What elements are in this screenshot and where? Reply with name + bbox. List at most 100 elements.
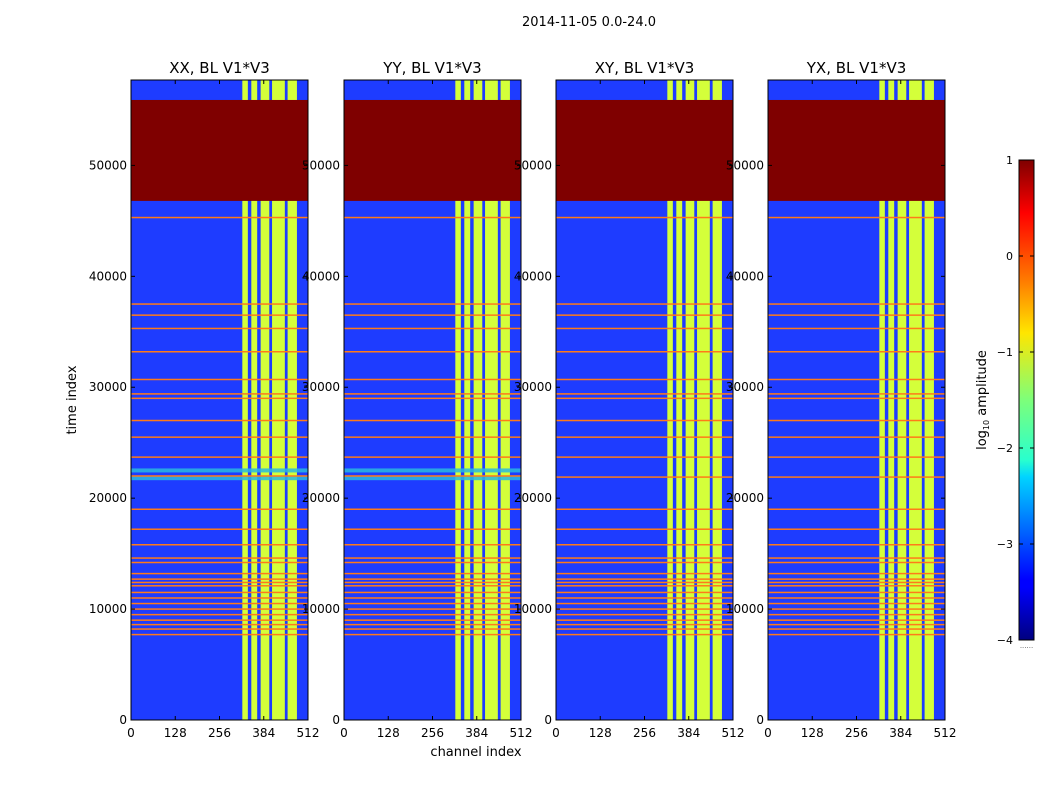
colorbar-gradient <box>1018 159 1035 641</box>
colorbar-tick-label: 1 <box>1006 154 1013 167</box>
channel-band-4 <box>909 80 922 720</box>
colorbar-tick-label: −2 <box>997 442 1013 455</box>
colorbar-tick-label: 0 <box>1006 250 1013 263</box>
flagged-block <box>131 99 308 201</box>
flag-line <box>131 397 308 400</box>
flag-line <box>131 561 308 564</box>
flag-line <box>768 393 945 395</box>
y-tick-label: 30000 <box>514 380 552 394</box>
flag-line <box>768 572 945 575</box>
flag-line <box>556 303 733 305</box>
flag-line <box>131 602 308 605</box>
flag-line <box>768 597 945 599</box>
y-tick-label: 0 <box>119 713 127 727</box>
panel-1: XX, BL V1*V3 0 128 256 384 512 0 10000 20000 3000… <box>89 59 320 740</box>
flag-line <box>556 591 733 594</box>
flag-line <box>556 216 733 219</box>
channel-band-4 <box>697 80 710 720</box>
channel-band-3 <box>897 80 907 720</box>
x-tick-label: 128 <box>164 726 187 740</box>
flag-line <box>768 397 945 400</box>
flag-line <box>768 619 945 621</box>
flag-line <box>556 623 733 626</box>
flag-line <box>768 608 945 610</box>
x-tick-label: 256 <box>845 726 868 740</box>
flag-line <box>344 436 521 438</box>
flag-line <box>768 591 945 594</box>
flag-line <box>768 557 945 559</box>
x-tick-label: 256 <box>208 726 231 740</box>
channel-band-1 <box>667 80 673 720</box>
flag-line <box>556 572 733 575</box>
y-tick-label: 40000 <box>726 269 764 283</box>
colorbar: 1 0 −1 −2 −3 −4 ...... log10 amplitude <box>975 154 1035 650</box>
flag-line <box>556 327 733 330</box>
flag-line <box>344 608 521 610</box>
x-tick-label: 384 <box>252 726 275 740</box>
flag-line <box>131 608 308 610</box>
flag-line <box>344 456 521 458</box>
flag-line <box>768 613 945 616</box>
x-tick-label: 512 <box>510 726 533 740</box>
flag-line <box>131 216 308 219</box>
y-tick-label: 0 <box>332 713 340 727</box>
suptitle: 2014-11-05 0.0-24.0 <box>522 15 656 30</box>
flag-line <box>768 456 945 458</box>
flag-line <box>556 557 733 559</box>
flag-line <box>344 633 521 636</box>
flag-line <box>768 585 945 587</box>
y-tick-label: 10000 <box>89 602 127 616</box>
y-tick-label: 0 <box>756 713 764 727</box>
channel-band-2 <box>251 80 258 720</box>
flag-line <box>556 633 733 636</box>
flag-line <box>556 419 733 422</box>
flag-line <box>556 585 733 587</box>
panel-2: YY, BL V1*V3 0 128 256 384 512 0 10000 20000 3000… <box>302 59 533 740</box>
flag-line <box>131 581 308 584</box>
y-tick-label: 10000 <box>302 602 340 616</box>
x-tick-label: 512 <box>934 726 957 740</box>
y-tick-label: 50000 <box>726 158 764 172</box>
panel-title: XY, BL V1*V3 <box>595 59 695 77</box>
flag-line <box>344 613 521 616</box>
flag-line <box>344 602 521 605</box>
flag-line <box>344 303 521 305</box>
flag-line <box>344 578 521 580</box>
panels: XX, BL V1*V3 0 128 256 384 512 0 10000 20000 3000… <box>89 59 957 740</box>
flag-line <box>556 508 733 511</box>
x-tick-label: 512 <box>722 726 745 740</box>
flag-line <box>131 591 308 594</box>
x-tick-label: 0 <box>127 726 135 740</box>
x-tick-label: 0 <box>552 726 560 740</box>
x-tick-label: 128 <box>801 726 824 740</box>
y-tick-label: 20000 <box>514 491 552 505</box>
x-axis-label: channel index <box>430 745 521 760</box>
y-tick-label: 20000 <box>302 491 340 505</box>
flag-line <box>556 397 733 400</box>
panel-4: YX, BL V1*V3 0 128 256 384 512 0 10000 20000 3000… <box>726 59 957 740</box>
flag-line <box>556 602 733 605</box>
y-tick-label: 40000 <box>302 269 340 283</box>
flag-line <box>131 578 308 580</box>
flag-line <box>768 476 945 478</box>
flag-line <box>344 561 521 564</box>
panel-3: XY, BL V1*V3 0 128 256 384 512 0 10000 20000 3000… <box>514 59 745 740</box>
flag-line <box>131 557 308 559</box>
flag-line <box>556 436 733 438</box>
flag-line <box>344 581 521 584</box>
flag-line <box>131 456 308 458</box>
flag-line <box>768 628 945 630</box>
x-tick-label: 384 <box>677 726 700 740</box>
flag-line <box>768 314 945 316</box>
colorbar-label: log10 amplitude <box>975 350 991 450</box>
flag-line <box>344 572 521 575</box>
flag-line <box>556 378 733 381</box>
flag-line <box>131 378 308 381</box>
flag-line <box>131 436 308 438</box>
channel-band-1 <box>455 80 461 720</box>
flag-line <box>344 475 521 477</box>
panel-title: YX, BL V1*V3 <box>806 59 907 77</box>
flag-line <box>768 436 945 438</box>
flag-line <box>131 303 308 305</box>
flag-line <box>344 528 521 530</box>
